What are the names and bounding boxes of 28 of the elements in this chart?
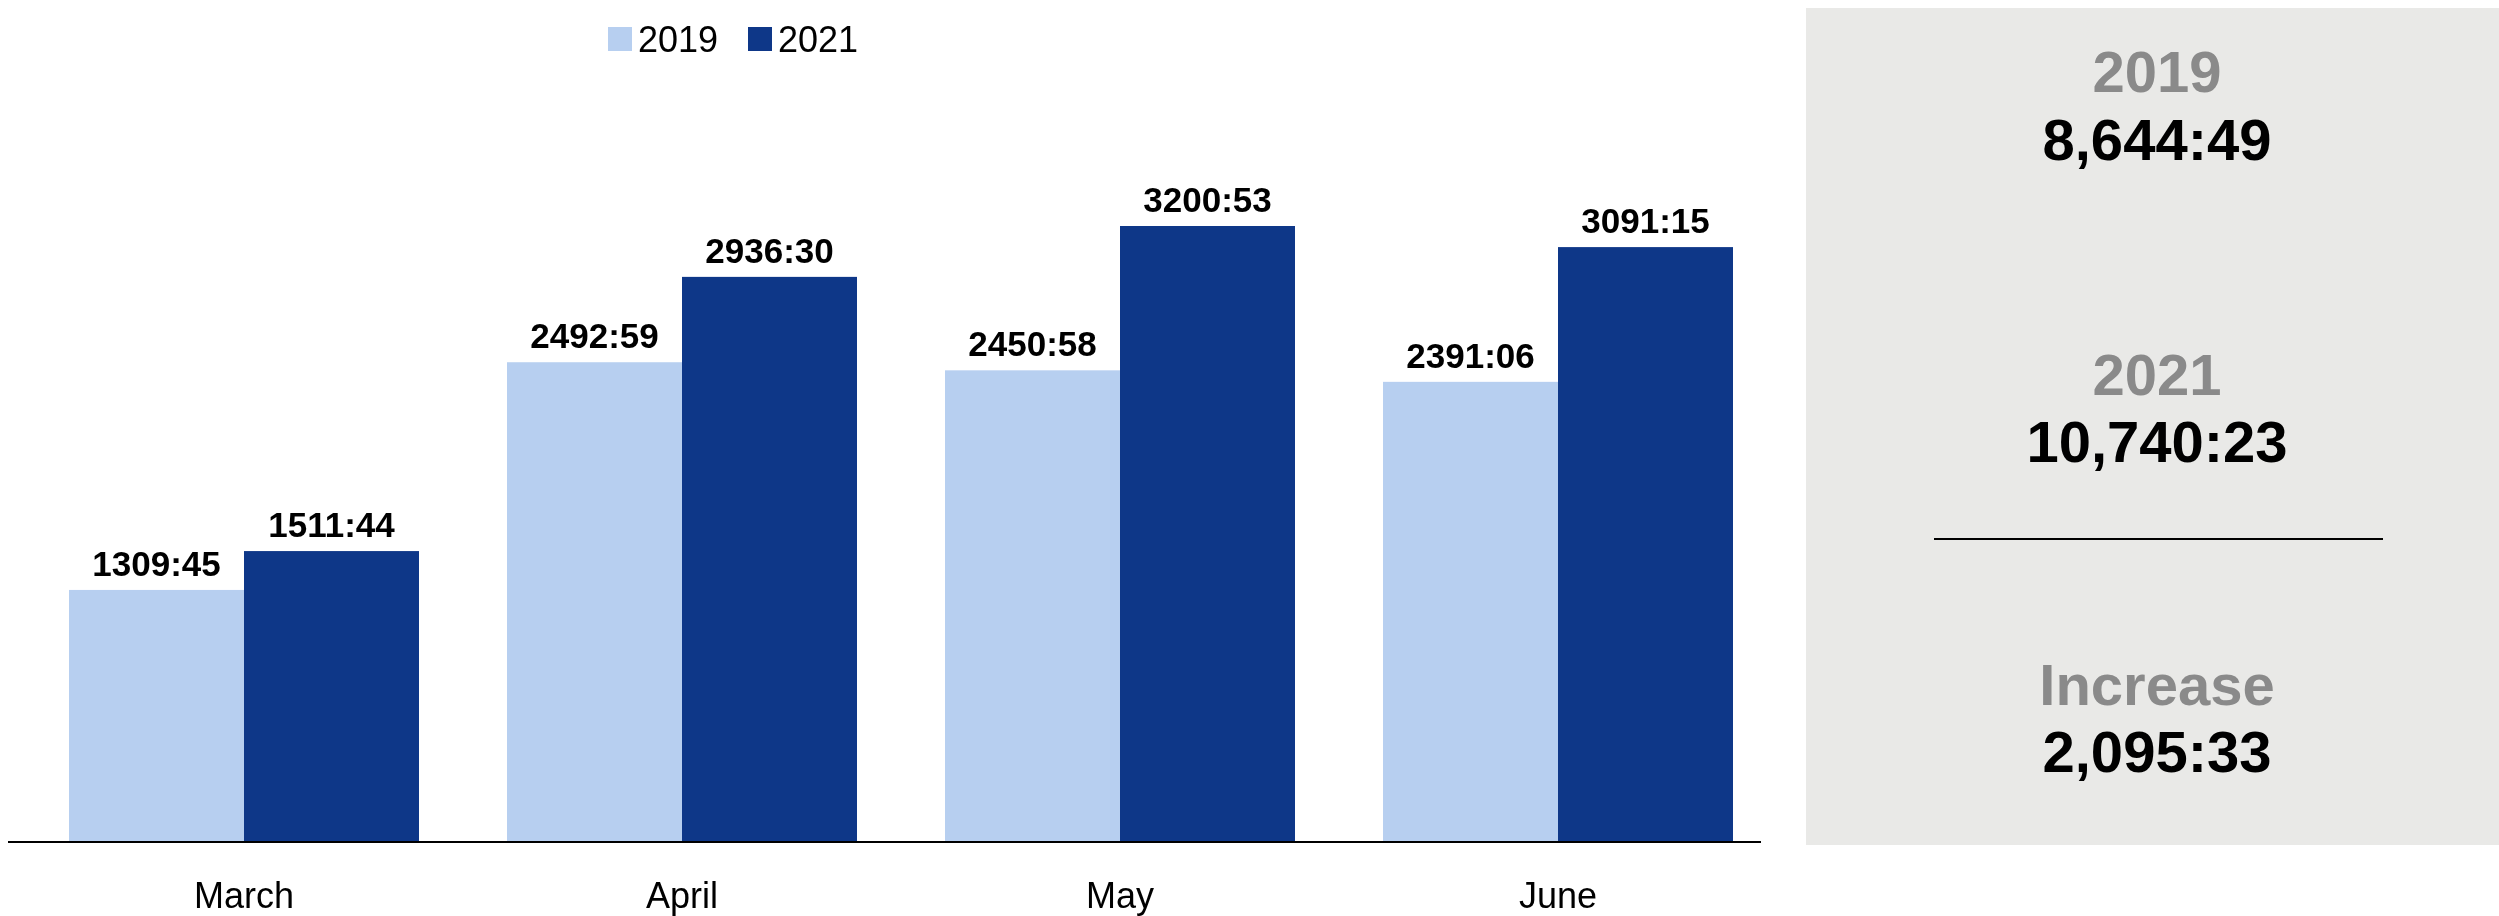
bar	[1558, 247, 1733, 842]
text: 10,740:23	[2026, 409, 2288, 474]
x-tick-label: June	[1518, 875, 1598, 916]
bar	[682, 276, 857, 842]
bar	[69, 589, 244, 842]
bar	[244, 551, 419, 842]
text: 2,095:33	[2042, 719, 2272, 784]
data-label: 2450:58	[968, 324, 1097, 364]
bar	[1383, 381, 1558, 842]
x-tick-label: March	[193, 875, 295, 916]
x-tick-label: May	[1085, 875, 1155, 916]
bar	[507, 362, 682, 842]
data-label: 2391:06	[1406, 335, 1535, 375]
text: 2019	[2092, 39, 2222, 104]
data-label: 2936:30	[705, 230, 834, 270]
text: 8,644:49	[2042, 107, 2272, 172]
bar	[1120, 226, 1295, 842]
data-label: 3200:53	[1143, 180, 1272, 219]
legend-label: 2019	[638, 19, 719, 60]
data-label: 1511:44	[268, 505, 396, 545]
legend-label: 2021	[778, 19, 859, 60]
data-label: 2492:59	[530, 316, 659, 356]
bar	[945, 370, 1120, 842]
text: Increase	[2039, 652, 2275, 717]
x-tick-label: April	[645, 875, 719, 916]
data-label: 3091:15	[1581, 201, 1710, 241]
text: 2021	[2092, 342, 2222, 407]
data-label: 1309:45	[92, 543, 221, 583]
